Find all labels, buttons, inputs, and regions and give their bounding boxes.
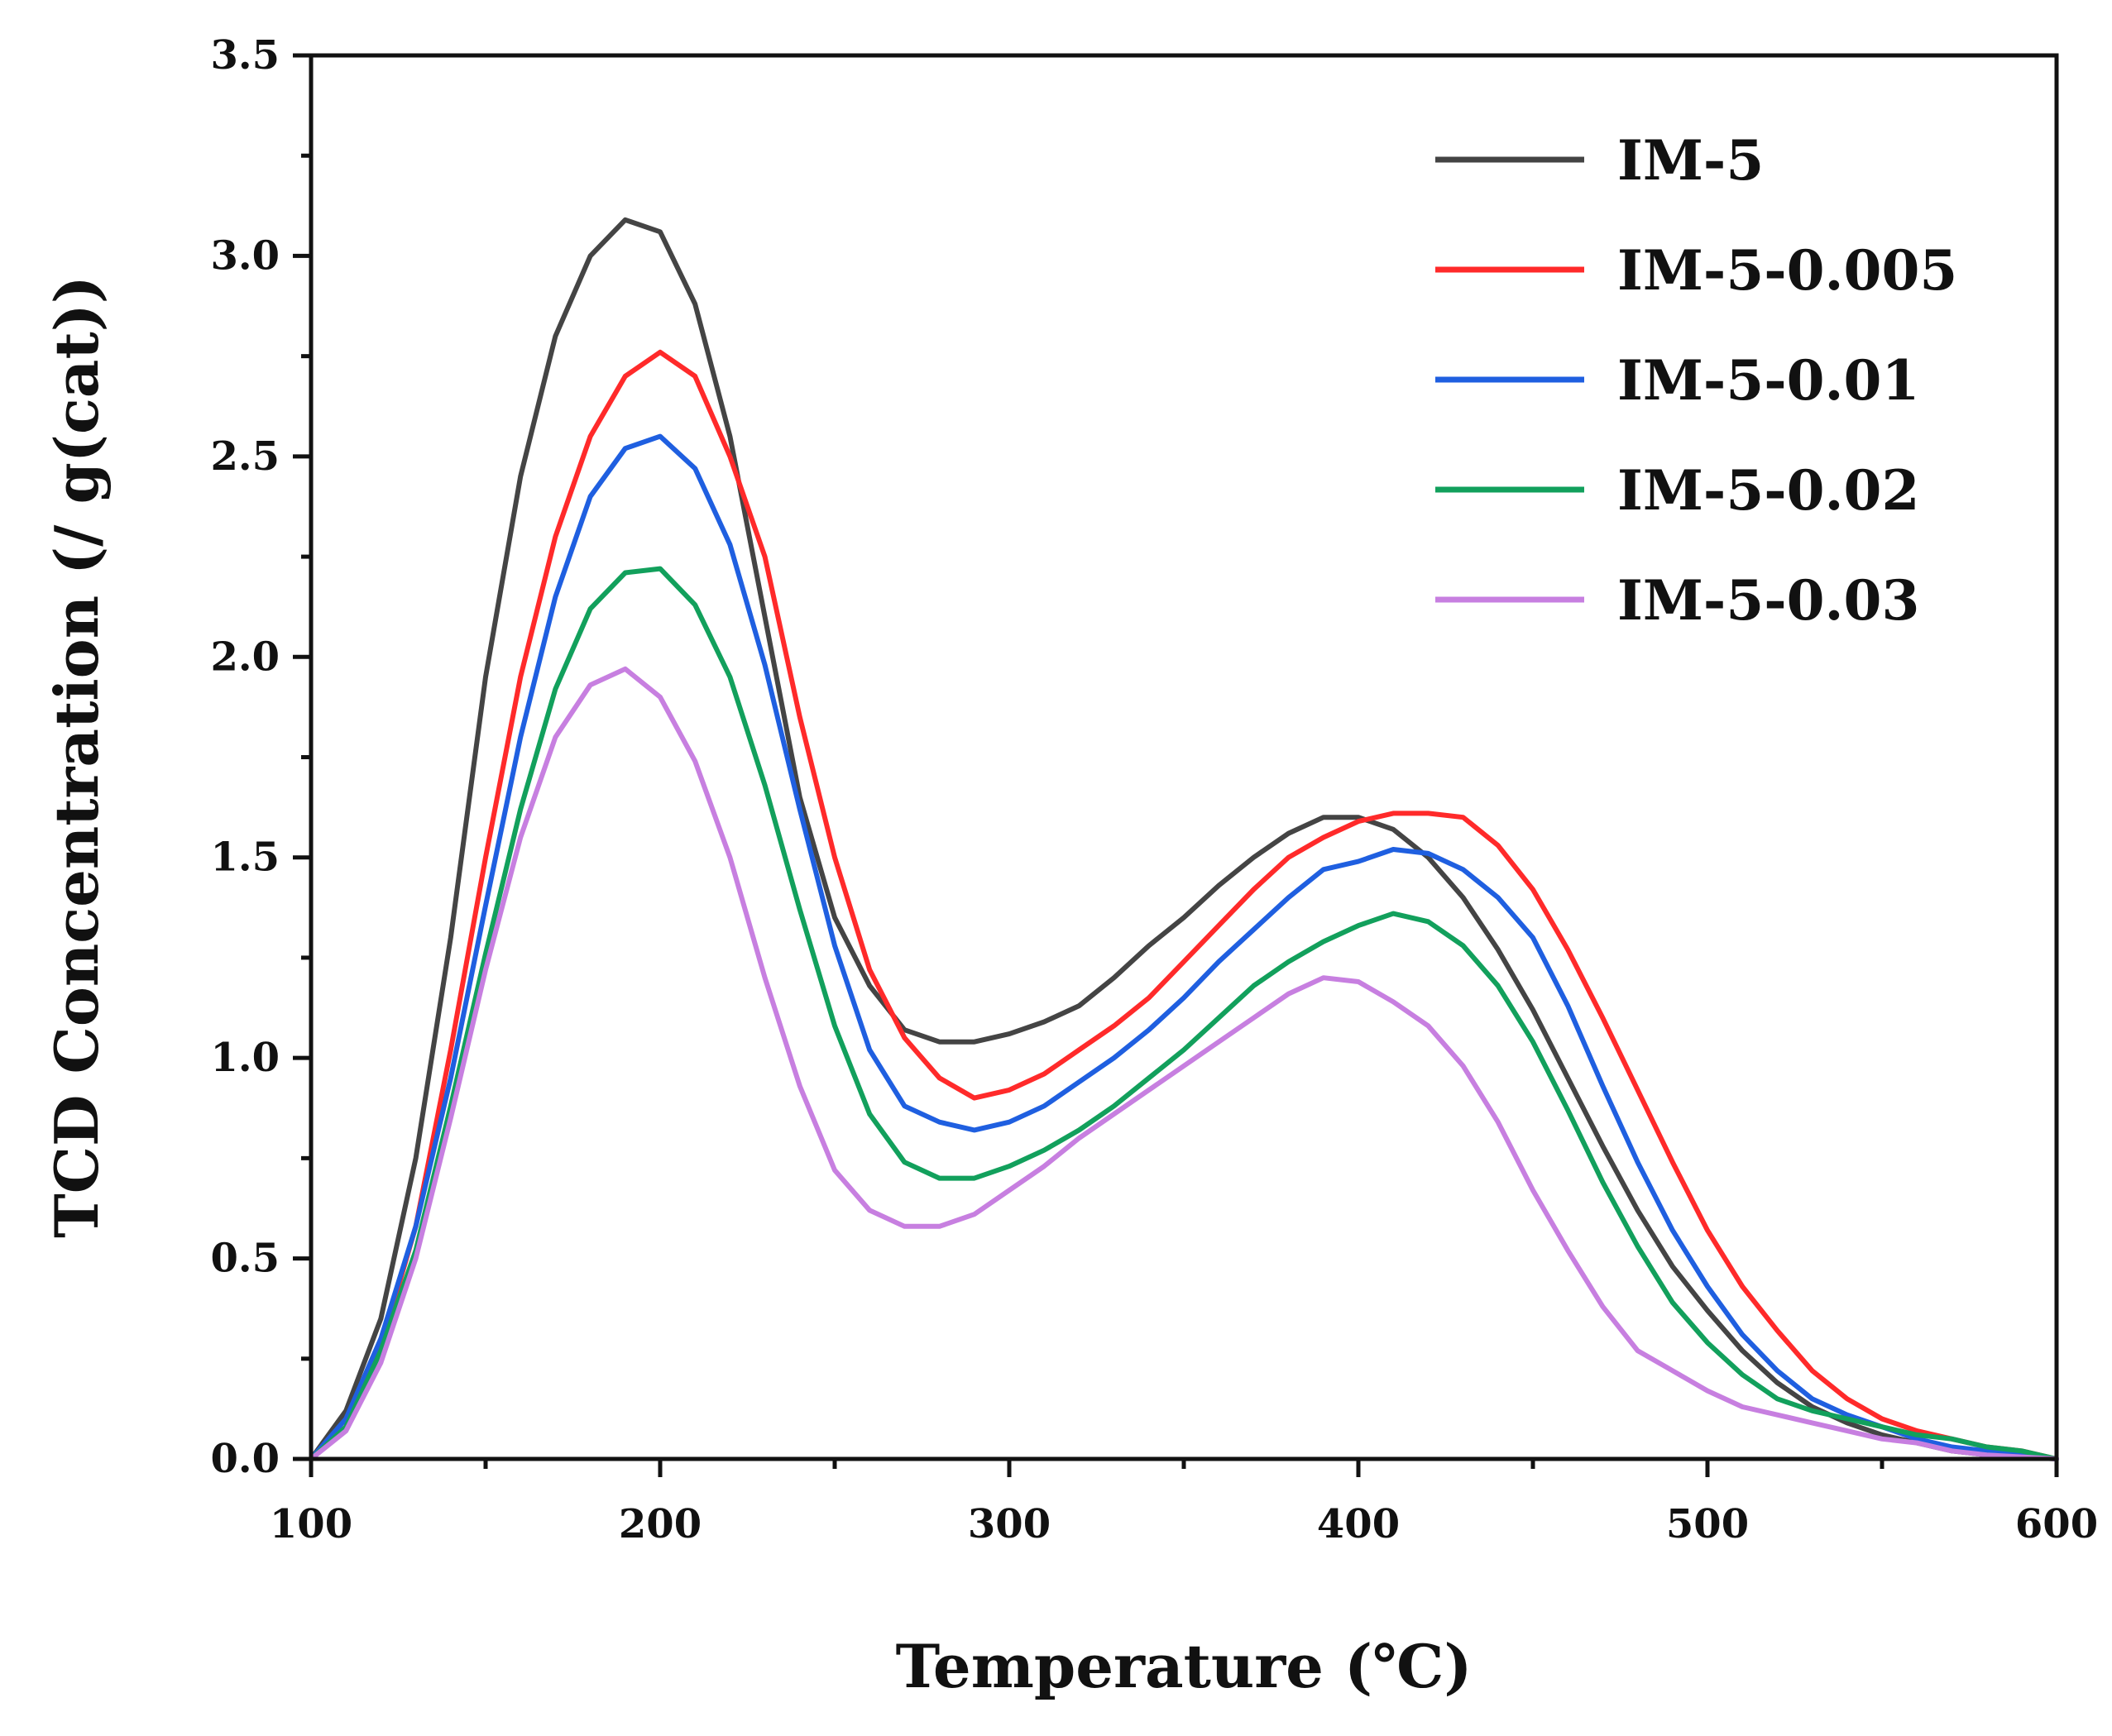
y-tick-label: 0.0 (210, 1436, 280, 1482)
y-tick-label: 3.0 (210, 232, 280, 279)
x-tick-label: 300 (968, 1501, 1051, 1547)
x-tick-label: 600 (2015, 1501, 2098, 1547)
series-line-4 (309, 566, 2059, 1461)
tick-labels-layer: 100 200 300 400 500 600 0.0 0.5 1.0 1.5 2.0 2.5 3.0 3… (210, 32, 2098, 1547)
legend-label-3: IM-5-0.01 (1617, 348, 1919, 413)
series-line-2 (309, 349, 2059, 1461)
series-line-5 (309, 666, 2059, 1461)
ticks-layer (293, 53, 2059, 1477)
y-tick-label: 1.0 (210, 1035, 280, 1081)
x-tick-label: 200 (619, 1501, 702, 1547)
y-tick-label: 0.5 (210, 1236, 280, 1282)
x-tick-label: 400 (1317, 1501, 1400, 1547)
series-line-1 (309, 217, 2059, 1461)
legend-label-4: IM-5-0.02 (1617, 458, 1919, 523)
y-tick-label: 3.5 (210, 32, 280, 79)
x-tick-label: 500 (1666, 1501, 1749, 1547)
legend: IM-5 IM-5-0.005 IM-5-0.01 IM-5-0.02 IM-5-0.0… (1435, 128, 1957, 633)
series-line-3 (309, 433, 2059, 1461)
y-tick-label: 2.5 (210, 433, 280, 480)
legend-label-2: IM-5-0.005 (1617, 238, 1957, 303)
y-tick-label: 2.0 (210, 634, 280, 680)
legend-label-5: IM-5-0.03 (1617, 568, 1919, 633)
y-axis-title: TCD Concentration (/ g(cat)) (41, 275, 112, 1238)
x-tick-label: 100 (270, 1501, 352, 1547)
y-tick-label: 1.5 (210, 835, 280, 881)
x-axis-title: Temperature (℃) (896, 1631, 1473, 1701)
series-layer (309, 217, 2059, 1461)
legend-label-1: IM-5 (1617, 128, 1764, 193)
